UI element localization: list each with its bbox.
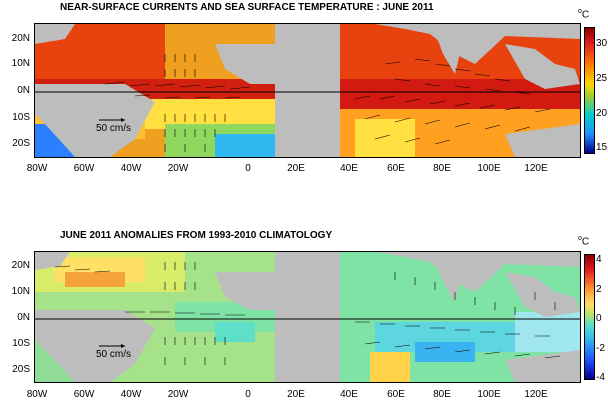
top-lon-label: 0: [245, 163, 251, 174]
top-lon-label: 80W: [26, 163, 48, 174]
top-unit-label: oC: [578, 8, 590, 21]
sst-colorbar-tick: 30: [596, 38, 608, 49]
top-map-title: NEAR-SURFACE CURRENTS AND SEA SURFACE TE…: [60, 2, 434, 13]
bottom-lon-label: 20W: [167, 389, 189, 400]
bottom-map-title: JUNE 2011 ANOMALIES FROM 1993-2010 CLIMA…: [60, 230, 333, 241]
bottom-lat-label: 20N: [11, 260, 30, 271]
bottom-scale-label: 50 cm/s: [96, 349, 132, 360]
top-lon-label: 100E: [477, 163, 501, 174]
top-scale-label: 50 cm/s: [96, 123, 132, 134]
top-lon-label: 20E: [287, 163, 305, 174]
top-lon-label: 40E: [340, 163, 358, 174]
anomaly-colorbar-tick: 2: [596, 284, 602, 295]
anomaly-currents-map: [34, 251, 581, 383]
bottom-lon-label: 120E: [524, 389, 548, 400]
scale-arrow: [99, 118, 125, 122]
sst-colorbar: [584, 27, 595, 154]
bottom-lon-label: 80E: [433, 389, 451, 400]
bottom-lon-label: 40E: [340, 389, 358, 400]
sst-colorbar-tick: 25: [596, 73, 608, 84]
bottom-lon-label: 100E: [477, 389, 501, 400]
current-vectors: [104, 54, 551, 152]
anomaly-map-graphic: [35, 252, 580, 382]
bottom-lat-label: 0N: [17, 312, 30, 323]
bottom-lon-label: 40W: [120, 389, 142, 400]
bottom-lon-label: 60E: [387, 389, 405, 400]
bottom-lon-label: 80W: [26, 389, 48, 400]
top-lon-label: 60E: [387, 163, 405, 174]
anomaly-scale-arrow: [99, 344, 125, 348]
bottom-lat-label: 10N: [11, 286, 30, 297]
sst-map-graphic: [35, 24, 580, 157]
anomaly-colorbar: [584, 254, 595, 380]
top-lon-label: 40W: [120, 163, 142, 174]
sst-colorbar-tick: 15: [596, 142, 608, 153]
anomaly-colorbar-tick: -2: [596, 343, 605, 354]
sst-colorbar-tick: 20: [596, 108, 608, 119]
bottom-lat-label: 10S: [12, 338, 30, 349]
top-lat-label: 20S: [12, 138, 30, 149]
top-lat-label: 0N: [17, 85, 30, 96]
bottom-lat-label: 20S: [12, 364, 30, 375]
bottom-lon-label: 20E: [287, 389, 305, 400]
anomaly-colorbar-tick: 4: [596, 254, 602, 265]
top-lon-label: 20W: [167, 163, 189, 174]
sst-currents-map: [34, 23, 581, 158]
top-lat-label: 10N: [11, 58, 30, 69]
top-lat-label: 20N: [11, 33, 30, 44]
anomaly-current-vectors: [54, 262, 561, 365]
bottom-unit-label: oC: [578, 235, 590, 248]
top-lon-label: 60W: [73, 163, 95, 174]
top-lon-label: 80E: [433, 163, 451, 174]
bottom-lon-label: 60W: [73, 389, 95, 400]
top-lon-label: 120E: [524, 163, 548, 174]
bottom-lon-label: 0: [245, 389, 251, 400]
anomaly-colorbar-tick: -4: [596, 372, 605, 383]
anomaly-colorbar-tick: 0: [596, 313, 602, 324]
top-lat-label: 10S: [12, 112, 30, 123]
